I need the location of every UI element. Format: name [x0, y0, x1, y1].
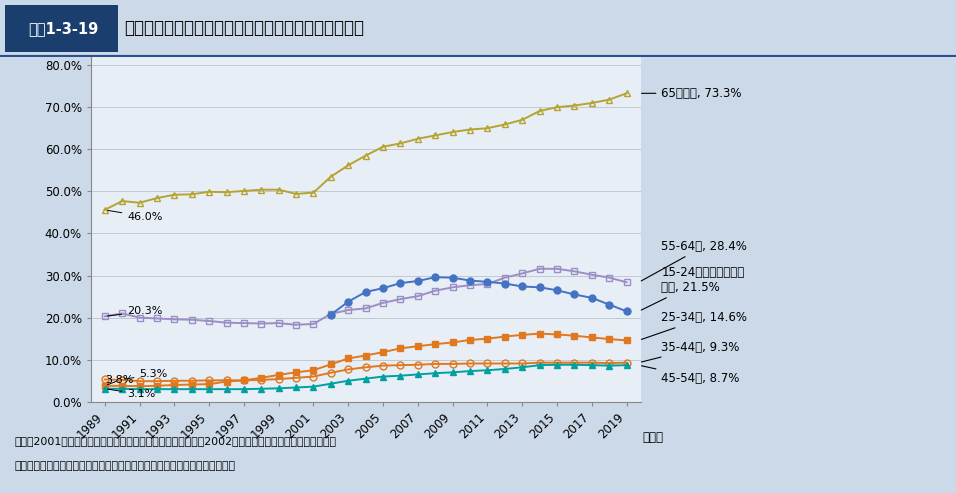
FancyBboxPatch shape: [5, 4, 118, 52]
Text: （年）: （年）: [642, 431, 663, 444]
Text: 25-34歳, 14.6%: 25-34歳, 14.6%: [641, 311, 748, 340]
Text: 55-64歳, 28.4%: 55-64歳, 28.4%: [641, 240, 748, 281]
Text: 35-44歳, 9.3%: 35-44歳, 9.3%: [641, 341, 740, 362]
Text: 資料：2001年以前は総務省統計局「労働力調査特別調査」、2002年以降は「労働力調査　詳細集計」: 資料：2001年以前は総務省統計局「労働力調査特別調査」、2002年以降は「労働…: [14, 436, 337, 446]
Text: 45-54歳, 8.7%: 45-54歳, 8.7%: [641, 366, 740, 385]
Text: 3.8%: 3.8%: [105, 375, 133, 386]
Text: 図表1-3-19: 図表1-3-19: [28, 21, 98, 36]
Text: 3.1%: 3.1%: [107, 389, 156, 399]
Text: （注）「非正規の職員・従業員」が役員を除く雇用者に占める割合である。: （注）「非正規の職員・従業員」が役員を除く雇用者に占める割合である。: [14, 461, 235, 471]
Text: 20.3%: 20.3%: [107, 306, 163, 317]
Text: 5.3%: 5.3%: [125, 369, 167, 380]
Text: 65歳以上, 73.3%: 65歳以上, 73.3%: [641, 87, 742, 100]
Text: 46.0%: 46.0%: [107, 211, 163, 222]
Text: 非正規雇用労働者の割合の推移（男性・年齢階級別）: 非正規雇用労働者の割合の推移（男性・年齢階級別）: [124, 19, 364, 37]
Text: 15-24歳（在学者を除
く）, 21.5%: 15-24歳（在学者を除 く）, 21.5%: [641, 266, 745, 310]
